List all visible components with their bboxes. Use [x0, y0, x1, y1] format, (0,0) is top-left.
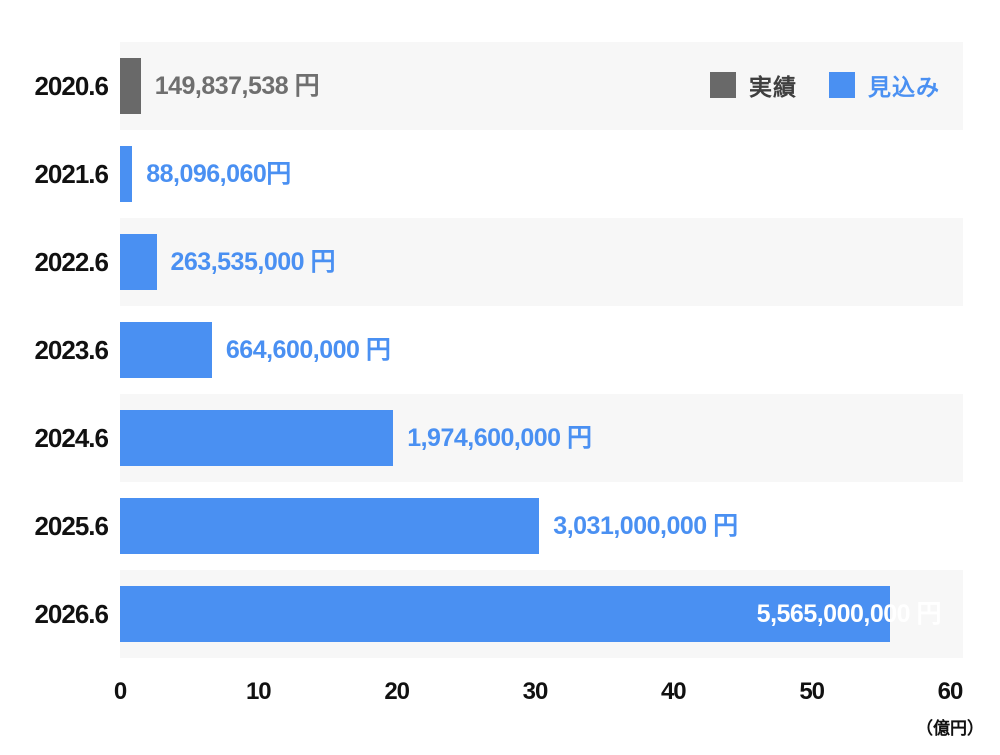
bar-2020.6[interactable] [120, 58, 141, 114]
category-label-2026.6: 2026.6 [34, 599, 109, 629]
category-label-2025.6: 2025.6 [34, 511, 109, 541]
legend-label-actual: 実績 [749, 74, 797, 100]
x-axis-unit-label: （億円） [916, 719, 984, 738]
bar-2024.6[interactable] [120, 410, 394, 466]
bar-2023.6[interactable] [120, 322, 212, 378]
plot-area: 149,837,538 円 88,096,060円 263,535,000 円 664… [120, 42, 963, 658]
value-label-2024.6: 1,974,600,000 円 [407, 424, 592, 452]
value-label-2020.6: 149,837,538 円 [154, 72, 320, 100]
legend-swatch-forecast-icon [829, 72, 855, 98]
value-label-2025.6: 3,031,000,000 円 [553, 512, 738, 540]
category-label-2023.6: 2023.6 [34, 335, 109, 365]
legend: 実績 見込み [710, 68, 940, 102]
legend-item-actual[interactable]: 実績 [710, 68, 797, 102]
x-tick-30: 30 [522, 678, 549, 705]
category-label-2022.6: 2022.6 [34, 247, 109, 277]
legend-label-forecast: 見込み [868, 74, 940, 100]
chart-row-2022.6: 263,535,000 円 [120, 218, 963, 306]
x-tick-50: 50 [799, 678, 825, 705]
chart-row-2024.6: 1,974,600,000 円 [120, 394, 963, 482]
category-label-2020.6: 2020.6 [34, 71, 109, 101]
x-tick-20: 20 [384, 678, 410, 705]
chart-row-2021.6: 88,096,060円 [120, 130, 963, 218]
value-label-2023.6: 664,600,000 円 [225, 336, 391, 364]
chart-row-2020.6: 149,837,538 円 [120, 42, 963, 130]
value-label-2026.6: 5,565,000,000 円 [756, 600, 942, 628]
x-tick-0: 0 [113, 678, 127, 705]
value-label-2022.6: 263,535,000 円 [170, 248, 336, 276]
chart-row-2026.6: 5,565,000,000 円 [120, 570, 963, 658]
legend-swatch-actual-icon [710, 72, 736, 98]
x-tick-60: 60 [937, 678, 964, 705]
x-tick-10: 10 [245, 678, 272, 705]
category-axis: 2020.6 2021.6 2022.6 2023.6 2024.6 2025.6 2026… [0, 42, 109, 658]
x-tick-40: 40 [660, 678, 687, 705]
value-label-2021.6: 88,096,060円 [146, 160, 291, 188]
category-label-2021.6: 2021.6 [34, 159, 109, 189]
x-axis: 0 10 20 30 40 50 60 [0, 678, 1000, 708]
bar-2021.6[interactable] [120, 146, 133, 202]
bar-2026.6[interactable] [120, 586, 890, 642]
bar-2025.6[interactable] [120, 498, 540, 554]
category-label-2024.6: 2024.6 [34, 423, 109, 453]
legend-item-forecast[interactable]: 見込み [829, 68, 940, 102]
chart-row-2025.6: 3,031,000,000 円 [120, 482, 963, 570]
bar-2022.6[interactable] [120, 234, 157, 290]
chart-row-2023.6: 664,600,000 円 [120, 306, 963, 394]
